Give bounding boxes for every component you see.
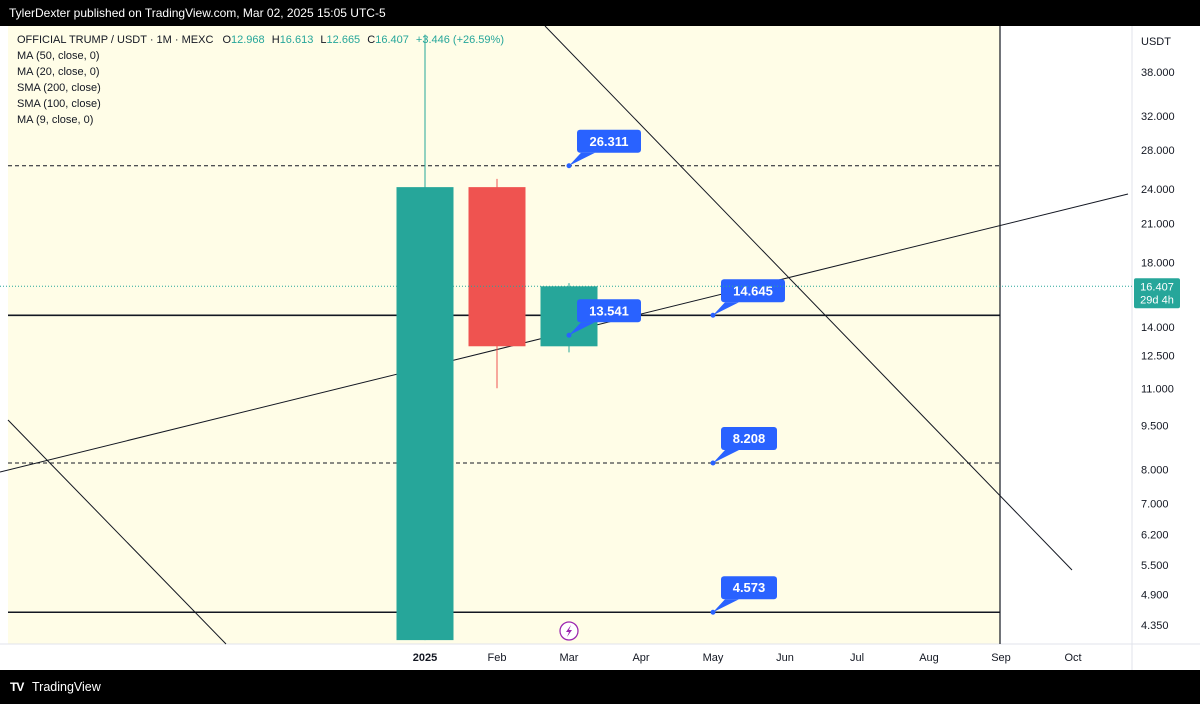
level-label-0-box[interactable] bbox=[577, 129, 641, 153]
legend-symbol-row: OFFICIAL TRUMP / USDT · 1M · MEXC O12.96… bbox=[17, 32, 504, 48]
publish-header-text: TylerDexter published on TradingView.com… bbox=[9, 6, 386, 20]
x-tick-label-8: Sep bbox=[991, 652, 1011, 664]
x-tick-label-9: Oct bbox=[1064, 652, 1081, 664]
legend-change: +3.446 (+26.59%) bbox=[415, 34, 504, 46]
tradingview-brand: TradingView bbox=[32, 680, 101, 694]
y-tick-label-9: 9.500 bbox=[1141, 421, 1169, 433]
price-chart[interactable]: 26.311 14.645 8.208 4.573 13.541 USDT 38.000 32… bbox=[0, 26, 1200, 670]
ohlc-close-value: 16.407 bbox=[375, 34, 409, 46]
candle-body-0[interactable] bbox=[396, 187, 454, 641]
y-axis-currency: USDT bbox=[1141, 36, 1171, 48]
legend-symbol[interactable]: OFFICIAL TRUMP / USDT · 1M · MEXC bbox=[17, 34, 214, 46]
annotation-label-0-text: 13.541 bbox=[589, 303, 629, 318]
x-tick-label-2: Mar bbox=[560, 652, 579, 664]
y-tick-label-11: 7.000 bbox=[1141, 499, 1169, 511]
y-tick-label-12: 6.200 bbox=[1141, 530, 1169, 542]
indicator-ma9[interactable]: MA (9, close, 0) bbox=[17, 114, 94, 126]
y-tick-label-0: 38.000 bbox=[1141, 67, 1175, 79]
indicator-ma20[interactable]: MA (20, close, 0) bbox=[17, 66, 100, 78]
ohlc-low-key: L bbox=[320, 34, 327, 46]
y-tick-label-15: 4.350 bbox=[1141, 620, 1169, 632]
ohlc-high-value: 16.613 bbox=[279, 34, 314, 46]
level-label-0-anchor-dot bbox=[566, 163, 572, 169]
x-tick-label-1: Feb bbox=[488, 652, 507, 664]
y-tick-label-1: 32.000 bbox=[1141, 111, 1175, 123]
ohlc-high-key: H bbox=[271, 34, 280, 46]
level-label-1-pointer bbox=[713, 302, 739, 316]
x-tick-label-0: 2025 bbox=[413, 652, 437, 664]
x-tick-label-5: Jun bbox=[776, 652, 794, 664]
level-label-1-anchor-dot bbox=[710, 312, 716, 318]
ohlc-low-value: 12.665 bbox=[326, 34, 361, 46]
x-tick-label-4: May bbox=[703, 652, 724, 664]
annotation-label-0-box[interactable] bbox=[577, 299, 641, 323]
ohlc-open-value: 12.968 bbox=[231, 34, 265, 46]
y-tick-label-5: 18.000 bbox=[1141, 258, 1175, 270]
x-tick-label-3: Apr bbox=[632, 652, 649, 664]
indicator-ma50[interactable]: MA (50, close, 0) bbox=[17, 50, 100, 62]
level-label-3-text: 4.573 bbox=[733, 580, 766, 595]
descending-trendline bbox=[544, 26, 1073, 571]
level-label-1-box[interactable] bbox=[721, 279, 785, 303]
level-label-1-text: 14.645 bbox=[733, 283, 773, 298]
level-label-3-pointer bbox=[713, 599, 739, 613]
publish-header: TylerDexter published on TradingView.com… bbox=[0, 0, 1200, 26]
y-tick-label-4: 21.000 bbox=[1141, 218, 1175, 230]
indicator-sma100[interactable]: SMA (100, close) bbox=[17, 98, 101, 110]
level-label-0-pointer bbox=[569, 152, 595, 166]
y-tick-label-7: 12.500 bbox=[1141, 351, 1175, 363]
y-tick-label-6: 14.000 bbox=[1141, 322, 1175, 334]
level-label-3-anchor-dot bbox=[710, 609, 716, 615]
level-label-2-text: 8.208 bbox=[733, 431, 766, 446]
level-label-2-box[interactable] bbox=[721, 427, 777, 451]
candle-body-1[interactable] bbox=[468, 187, 526, 347]
x-tick-label-6: Jul bbox=[850, 652, 864, 664]
lightning-bolt-icon bbox=[566, 625, 572, 637]
level-label-2-pointer bbox=[713, 450, 739, 464]
y-tick-label-13: 5.500 bbox=[1141, 560, 1169, 572]
annotation-label-0-pointer bbox=[569, 322, 595, 336]
annotation-label-0-anchor-dot bbox=[566, 332, 572, 338]
tradingview-logo-icon: TV bbox=[10, 680, 24, 694]
footer-bar: TV TradingView bbox=[0, 670, 1200, 704]
current-price-badge[interactable] bbox=[1134, 278, 1180, 309]
y-tick-label-2: 28.000 bbox=[1141, 145, 1175, 157]
indicator-sma200[interactable]: SMA (200, close) bbox=[17, 82, 101, 94]
x-tick-label-7: Aug bbox=[919, 652, 939, 664]
current-price-countdown: 29d 4h bbox=[1140, 294, 1174, 306]
y-tick-label-8: 11.000 bbox=[1141, 383, 1174, 395]
level-label-0-text: 26.311 bbox=[589, 134, 628, 149]
lower-descending-trendline bbox=[7, 419, 227, 645]
level-label-3-box[interactable] bbox=[721, 576, 777, 600]
chart-frame: 26.311 14.645 8.208 4.573 13.541 USDT 38.000 32… bbox=[0, 26, 1200, 670]
y-tick-label-3: 24.000 bbox=[1141, 184, 1175, 196]
y-tick-label-14: 4.900 bbox=[1141, 590, 1169, 602]
y-tick-label-10: 8.000 bbox=[1141, 465, 1169, 477]
chart-legend: OFFICIAL TRUMP / USDT · 1M · MEXC O12.96… bbox=[17, 32, 504, 128]
current-price-value: 16.407 bbox=[1140, 281, 1174, 293]
ohlc-close-key: C bbox=[367, 34, 376, 46]
ohlc-open-key: O bbox=[222, 34, 232, 46]
level-label-2-anchor-dot bbox=[710, 460, 716, 466]
